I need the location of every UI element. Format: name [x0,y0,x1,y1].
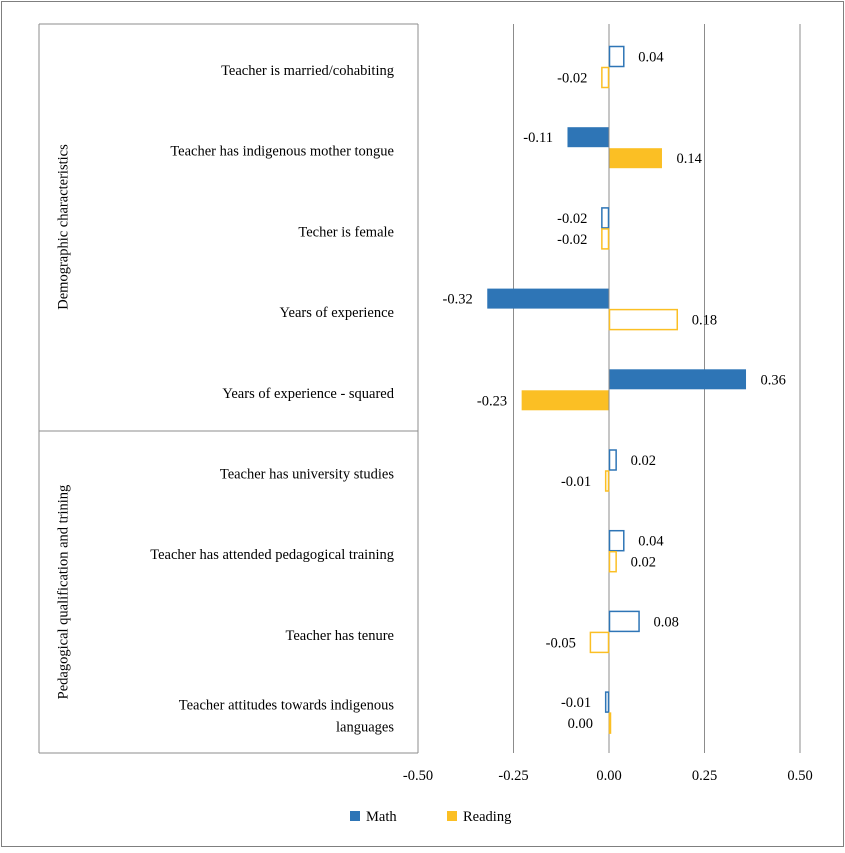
group-label: Demographic characteristics [55,144,71,310]
math-bar [608,449,617,471]
math-bar [608,610,640,633]
math-bar [609,369,747,390]
math-value-label: 0.08 [654,614,679,630]
x-tick-label: -0.25 [498,768,528,784]
math-value-label: 0.04 [638,534,664,550]
x-tick-label: 0.25 [692,768,717,784]
math-value-label: -0.11 [523,130,553,146]
reading-value-label: 0.00 [568,716,593,732]
math-value-label: -0.01 [561,695,591,711]
reading-value-label: -0.23 [477,393,507,409]
math-value-label: -0.32 [443,292,473,308]
reading-bar [608,712,612,734]
x-tick-label: 0.50 [787,768,812,784]
math-bar [604,691,610,713]
math-bar [608,529,625,552]
reading-bar [604,470,610,492]
math-bar [608,45,625,68]
math-value-label: -0.02 [557,211,587,227]
reading-value-label: -0.02 [557,71,587,87]
reading-value-label: -0.05 [546,635,576,651]
x-tick-label: -0.50 [403,768,433,784]
math-value-label: 0.02 [631,453,656,469]
math-value-label: 0.36 [761,372,786,388]
reading-legend-label: Reading [463,809,511,825]
reading-value-label: -0.01 [561,474,591,490]
reading-value-label: 0.02 [631,555,656,571]
math-legend-swatch [350,811,360,821]
math-bar [601,207,610,229]
reading-bar [608,550,617,573]
reading-value-label: 0.18 [692,313,717,329]
reading-value-label: 0.14 [676,151,702,167]
math-value-label: 0.04 [638,50,664,66]
reading-bar [609,148,662,169]
reading-bar [601,228,610,250]
category-label: Teacher has tenure [286,628,394,644]
reading-bar [521,390,609,411]
category-label: Teacher has university studies [220,467,394,483]
reading-bar [608,308,679,331]
category-label: Techer is female [298,224,394,240]
math-bar [487,288,609,309]
reading-value-label: -0.02 [557,232,587,248]
category-label: Years of experience - squared [222,386,394,402]
math-legend-label: Math [366,809,397,825]
reading-bar [589,631,610,654]
math-bar [567,127,609,148]
category-label: Teacher is married/cohabiting [221,63,394,79]
reading-bar [601,66,610,89]
reading-legend-swatch [447,811,457,821]
category-label: languages [336,720,394,736]
category-label: Teacher has attended pedagogical trainin… [150,547,394,563]
category-label: Teacher has indigenous mother tongue [170,144,394,160]
category-label: Teacher attitudes towards indigenous [179,698,395,714]
category-label: Years of experience [280,305,394,321]
x-tick-label: 0.00 [596,768,621,784]
group-label: Pedagogical qualification and trining [55,485,71,700]
